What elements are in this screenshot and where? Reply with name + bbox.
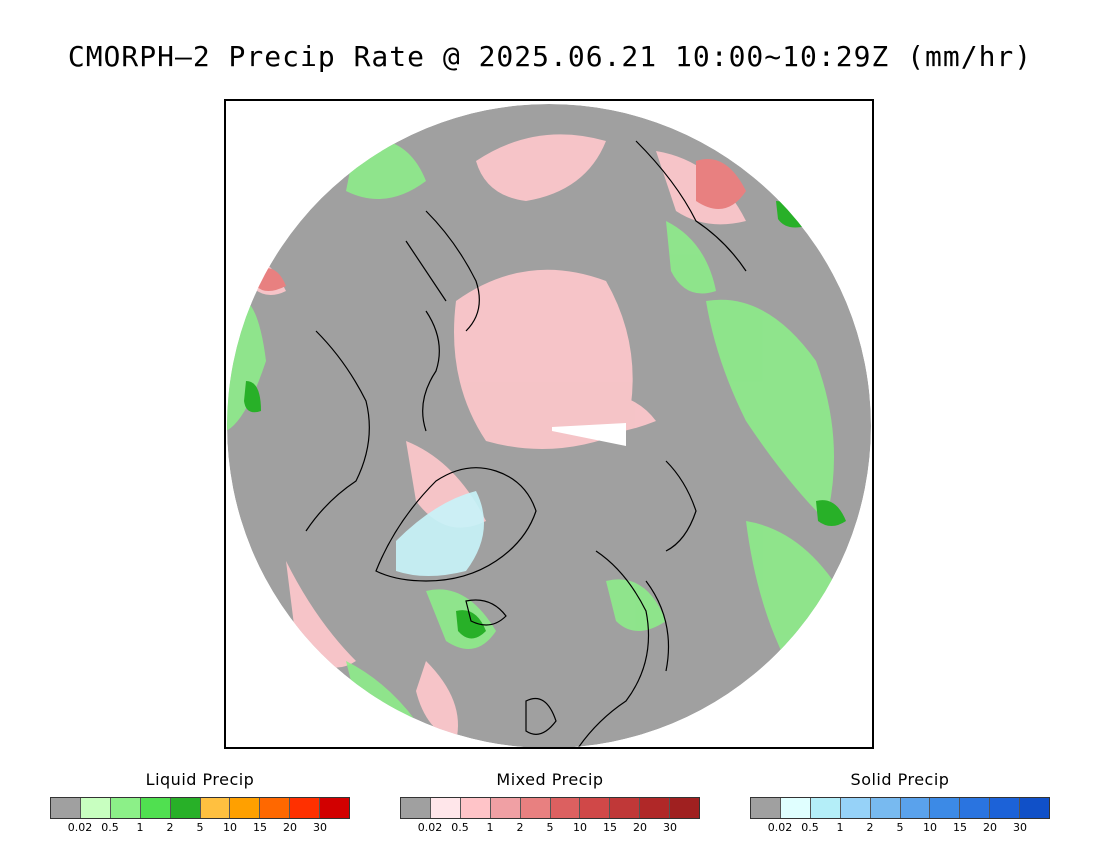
legend-swatch bbox=[401, 798, 431, 818]
legend-swatch bbox=[900, 798, 931, 818]
legend-tick-label: 30 bbox=[1013, 821, 1027, 834]
legend-tick-label: 2 bbox=[866, 821, 874, 834]
legend-swatch bbox=[110, 798, 141, 818]
legend-tick-label: 10 bbox=[223, 821, 237, 834]
legend-colorbar bbox=[750, 797, 1050, 819]
legend-title: Mixed Precip bbox=[496, 770, 604, 789]
legend-tick-label: 0.02 bbox=[417, 821, 443, 834]
legend-tick-label: 0.02 bbox=[67, 821, 93, 834]
legend-swatch bbox=[780, 798, 811, 818]
legend-liquid: Liquid Precip 0.02 0.5 1 2 5 10 15 20 30 bbox=[50, 770, 350, 835]
legend-swatch bbox=[460, 798, 491, 818]
legend-swatch bbox=[840, 798, 871, 818]
legend-swatch bbox=[260, 798, 291, 818]
legend-tick-label: 0.5 bbox=[801, 821, 819, 834]
legend-tick-label: 1 bbox=[486, 821, 494, 834]
legend-tick-label: 15 bbox=[953, 821, 967, 834]
legend-swatch bbox=[580, 798, 611, 818]
legend-tick-label: 10 bbox=[923, 821, 937, 834]
pole-gap bbox=[552, 423, 626, 446]
legend-colorbar bbox=[50, 797, 350, 819]
legend-swatch bbox=[930, 798, 961, 818]
legend-swatch bbox=[751, 798, 781, 818]
legend-swatch bbox=[490, 798, 521, 818]
legend-tick-label: 0.02 bbox=[767, 821, 793, 834]
mixed-precip-areas bbox=[246, 134, 746, 741]
legend-tick-label: 20 bbox=[633, 821, 647, 834]
legend-tick-label: 0.5 bbox=[101, 821, 119, 834]
legend-ticks: 0.02 0.5 1 2 5 10 15 20 30 bbox=[400, 821, 700, 835]
legend-tick-label: 30 bbox=[313, 821, 327, 834]
legend-title: Liquid Precip bbox=[145, 770, 255, 789]
legend-swatch bbox=[140, 798, 171, 818]
legend-tick-label: 1 bbox=[136, 821, 144, 834]
liquid-heavy-areas bbox=[244, 201, 846, 639]
legend-ticks: 0.02 0.5 1 2 5 10 15 20 30 bbox=[750, 821, 1050, 835]
legend-swatch bbox=[870, 798, 901, 818]
legend-swatch bbox=[51, 798, 81, 818]
legend-solid: Solid Precip 0.02 0.5 1 2 5 10 15 20 30 bbox=[750, 770, 1050, 835]
legend-mixed: Mixed Precip 0.02 0.5 1 2 5 10 15 20 30 bbox=[400, 770, 700, 835]
legend-swatch bbox=[1020, 798, 1050, 818]
legend-tick-label: 20 bbox=[983, 821, 997, 834]
polar-precip-map bbox=[224, 99, 874, 749]
legend-tick-label: 20 bbox=[283, 821, 297, 834]
legend-swatch bbox=[290, 798, 321, 818]
legend-tick-label: 15 bbox=[253, 821, 267, 834]
legend-ticks: 0.02 0.5 1 2 5 10 15 20 30 bbox=[50, 821, 350, 835]
legend-tick-label: 1 bbox=[836, 821, 844, 834]
legend-swatch bbox=[550, 798, 581, 818]
legend-swatch bbox=[170, 798, 201, 818]
coastlines bbox=[305, 140, 747, 747]
legend-title: Solid Precip bbox=[850, 770, 950, 789]
legend-swatch bbox=[430, 798, 461, 818]
legend-tick-label: 30 bbox=[663, 821, 677, 834]
legend-swatch bbox=[810, 798, 841, 818]
legend-tick-label: 2 bbox=[516, 821, 524, 834]
legend-swatch bbox=[200, 798, 231, 818]
legend-tick-label: 5 bbox=[196, 821, 204, 834]
legend-swatch bbox=[320, 798, 350, 818]
legend-tick-label: 2 bbox=[166, 821, 174, 834]
legend-tick-label: 15 bbox=[603, 821, 617, 834]
solid-precip-areas bbox=[396, 491, 484, 576]
legend-tick-label: 10 bbox=[573, 821, 587, 834]
legend-swatch bbox=[610, 798, 641, 818]
map-canvas bbox=[227, 104, 871, 747]
legend-swatch bbox=[960, 798, 991, 818]
legend-tick-label: 5 bbox=[546, 821, 554, 834]
legend-swatch bbox=[80, 798, 111, 818]
legend-swatch bbox=[520, 798, 551, 818]
legend-swatch bbox=[990, 798, 1021, 818]
legend-swatch bbox=[640, 798, 671, 818]
legend-colorbar bbox=[400, 797, 700, 819]
legend-tick-label: 5 bbox=[896, 821, 904, 834]
map-title: CMORPH–2 Precip Rate @ 2025.06.21 10:00~… bbox=[67, 40, 1033, 73]
legend-swatch bbox=[230, 798, 261, 818]
legend-tick-label: 0.5 bbox=[451, 821, 469, 834]
legend-swatch bbox=[670, 798, 700, 818]
